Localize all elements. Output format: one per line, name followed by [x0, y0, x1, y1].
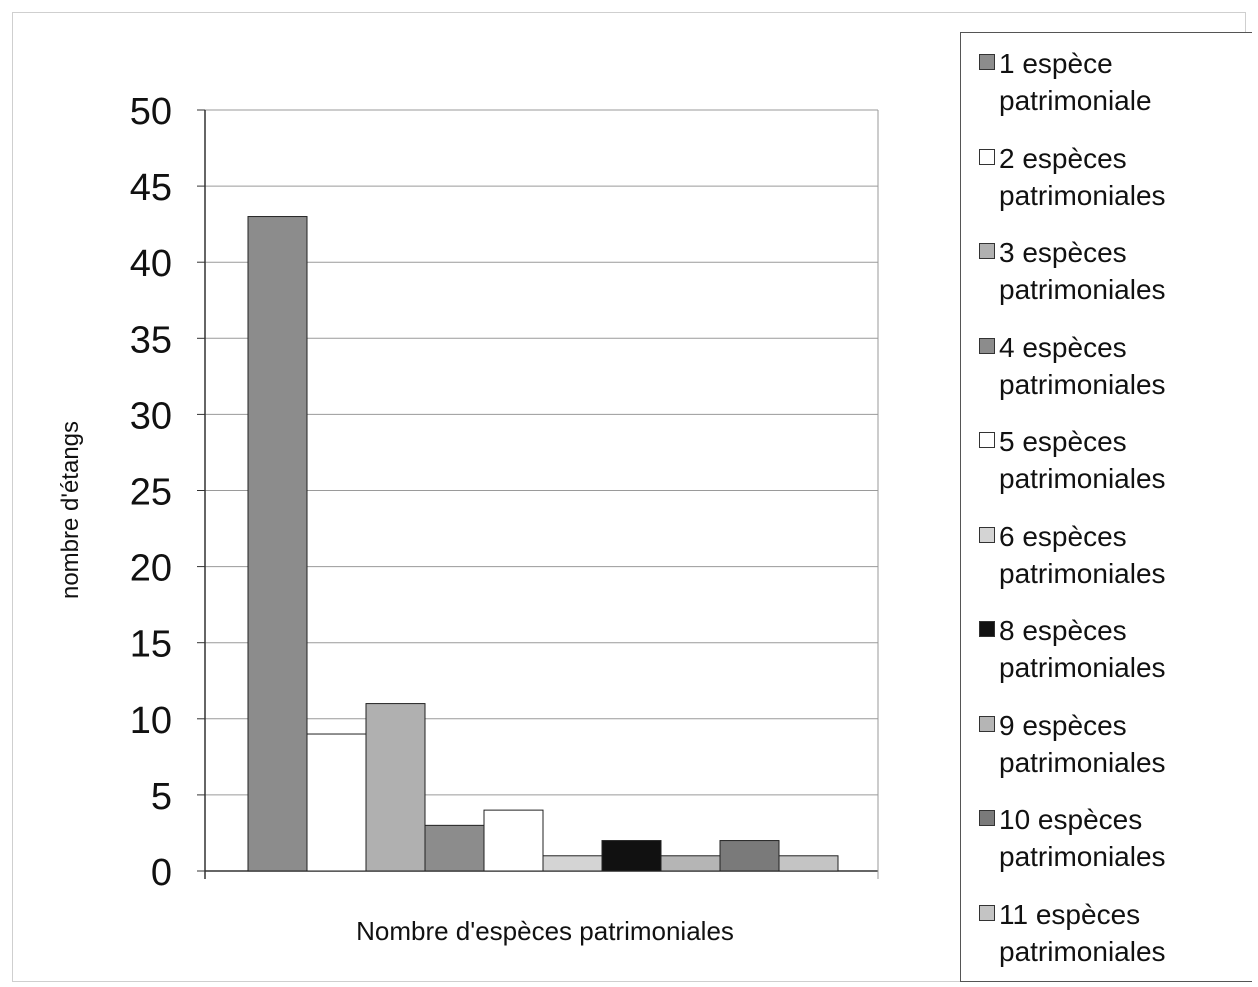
y-tick-label: 45	[130, 167, 172, 209]
legend-swatch	[979, 621, 995, 637]
legend-item: 11 espèces patrimoniales	[979, 896, 1209, 970]
y-tick-label: 0	[151, 852, 172, 894]
legend-label: 8 espèces patrimoniales	[999, 615, 1166, 683]
legend-swatch	[979, 526, 995, 543]
x-axis-label: Nombre d'espèces patrimoniales	[356, 916, 734, 946]
bar-4	[424, 824, 485, 872]
y-tick-label: 20	[130, 548, 172, 590]
bar-2	[306, 733, 367, 872]
legend-item: 6 espèces patrimoniales	[979, 518, 1209, 592]
bar-6	[542, 855, 603, 872]
legend-item: 8 espèces patrimoniales	[979, 612, 1209, 686]
legend-swatch	[979, 715, 995, 732]
y-tick-label: 40	[130, 243, 172, 285]
y-tick-label: 15	[130, 624, 172, 666]
y-axis-label: nombre d'étangs	[57, 421, 84, 599]
legend-label: 1 espèce patrimoniale	[999, 48, 1152, 116]
legend-swatch	[979, 337, 995, 354]
legend-label: 2 espèces patrimoniales	[999, 142, 1166, 211]
y-tick-label: 25	[130, 472, 172, 514]
legend-swatch	[979, 904, 995, 921]
legend-swatch	[979, 243, 995, 259]
legend-label: 6 espèces patrimoniales	[999, 520, 1166, 589]
bar-9	[719, 840, 780, 872]
bar-8	[660, 855, 721, 872]
y-tick-label: 10	[130, 700, 172, 742]
legend-label: 4 espèces patrimoniales	[999, 331, 1166, 400]
bar-10	[778, 855, 839, 872]
legend-swatch	[979, 432, 995, 448]
legend-label: 5 espèces patrimoniales	[999, 426, 1166, 494]
y-tick-label: 50	[130, 91, 172, 133]
legend-swatch	[979, 54, 995, 70]
legend-item: 5 espèces patrimoniales	[979, 423, 1209, 497]
legend-swatch	[979, 148, 995, 165]
y-tick-label: 5	[151, 776, 172, 818]
bar-1	[247, 216, 308, 872]
y-tick-label: 30	[130, 395, 172, 437]
legend-label: 10 espèces patrimoniales	[999, 804, 1166, 872]
legend-swatch	[979, 810, 995, 826]
chart-legend: 1 espèce patrimoniale 2 espèces patrimoni…	[960, 32, 1252, 982]
legend-label: 3 espèces patrimoniales	[999, 237, 1166, 305]
bar-5	[483, 809, 544, 872]
bar-7	[601, 840, 662, 872]
legend-item: 1 espèce patrimoniale	[979, 45, 1209, 119]
legend-label: 9 espèces patrimoniales	[999, 709, 1166, 778]
legend-item: 3 espèces patrimoniales	[979, 234, 1209, 308]
legend-item: 4 espèces patrimoniales	[979, 329, 1209, 403]
legend-item: 9 espèces patrimoniales	[979, 707, 1209, 781]
legend-label: 11 espèces patrimoniales	[999, 898, 1166, 967]
legend-item: 2 espèces patrimoniales	[979, 140, 1209, 214]
legend-item: 10 espèces patrimoniales	[979, 801, 1209, 875]
y-tick-label: 35	[130, 319, 172, 361]
bar-3	[365, 703, 426, 872]
